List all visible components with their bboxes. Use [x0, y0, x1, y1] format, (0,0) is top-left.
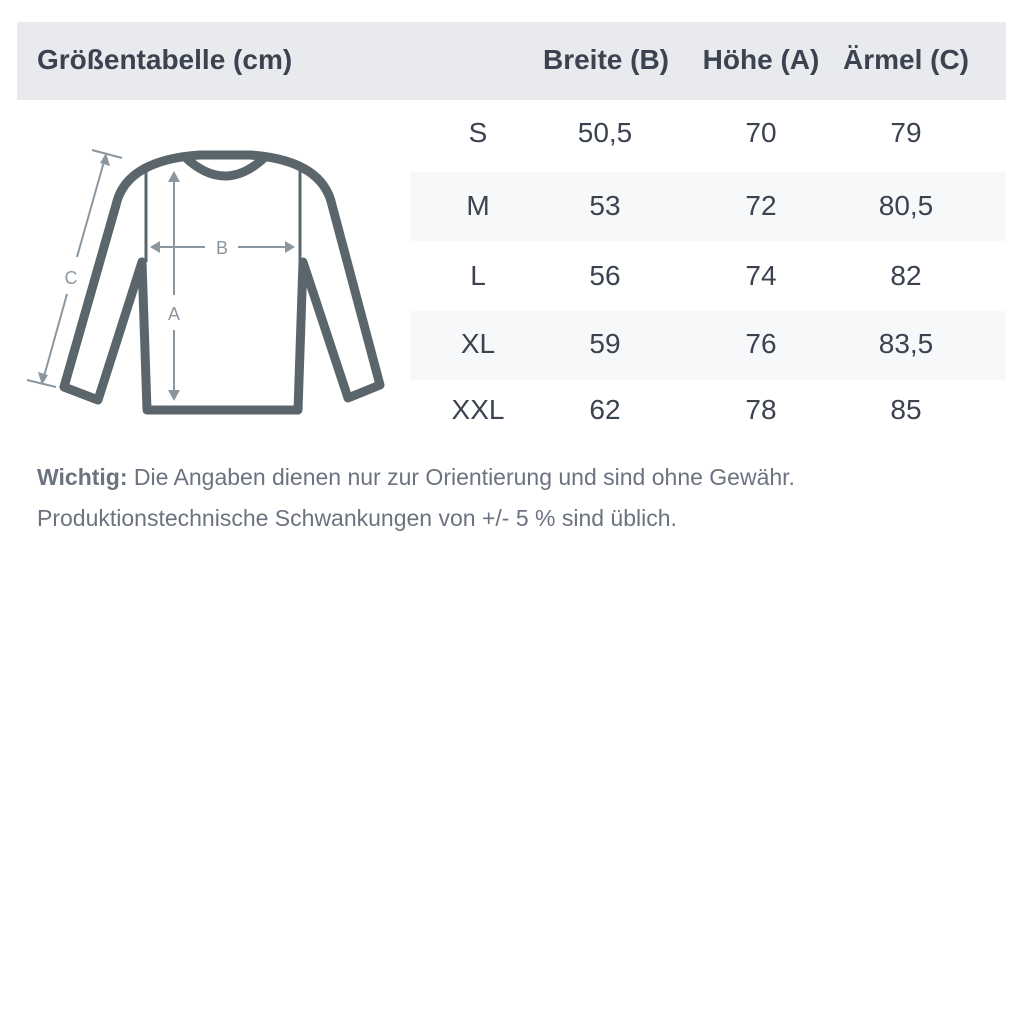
measurement-cell: 85 [890, 394, 922, 425]
label-c: C [65, 268, 78, 288]
row-stripe [410, 172, 1006, 241]
note-label: Wichtig: [37, 464, 128, 490]
measurement-cell: 79 [890, 117, 922, 148]
note-text-1: Die Angaben dienen nur zur Orientierung … [127, 464, 795, 490]
column-header-sleeve: Ärmel (C) [842, 44, 970, 75]
measurement-cell: 70 [745, 117, 777, 148]
sweater-neckline [180, 152, 270, 181]
measure-b-arrow [150, 241, 295, 253]
measurement-cell: 53 [589, 190, 621, 221]
size-label: S [468, 117, 488, 148]
row-stripe [410, 311, 1006, 380]
measurement-cell: 74 [745, 260, 777, 291]
measurement-cell: 50,5 [577, 117, 633, 148]
measurement-cell: 76 [745, 328, 777, 359]
measurement-cell: 83,5 [878, 328, 934, 359]
table-header-band [17, 22, 1006, 100]
note-line-1: Wichtig: Die Angaben dienen nur zur Orie… [37, 464, 795, 491]
measurement-cell: 82 [890, 260, 922, 291]
measurement-cell: 59 [589, 328, 621, 359]
label-a: A [168, 304, 180, 324]
page-title: Größentabelle (cm) [37, 44, 293, 75]
measurement-cell: 72 [745, 190, 777, 221]
measurement-cell: 62 [589, 394, 621, 425]
column-header-height: Höhe (A) [702, 44, 820, 75]
size-label: L [470, 260, 486, 291]
measurement-cell: 80,5 [878, 190, 934, 221]
measurement-cell: 78 [745, 394, 777, 425]
measure-c-arrow [26, 149, 123, 388]
size-label: XL [460, 328, 496, 359]
measure-a-arrow [168, 171, 180, 401]
measurement-cell: 56 [589, 260, 621, 291]
label-b: B [216, 238, 228, 258]
sweater-diagram: A B C [26, 149, 385, 415]
size-label: XXL [451, 394, 505, 425]
size-label: M [466, 190, 490, 221]
note-line-2: Produktionstechnische Schwankungen von +… [37, 505, 677, 531]
sweater-outline [59, 150, 385, 415]
column-header-width: Breite (B) [542, 44, 670, 75]
